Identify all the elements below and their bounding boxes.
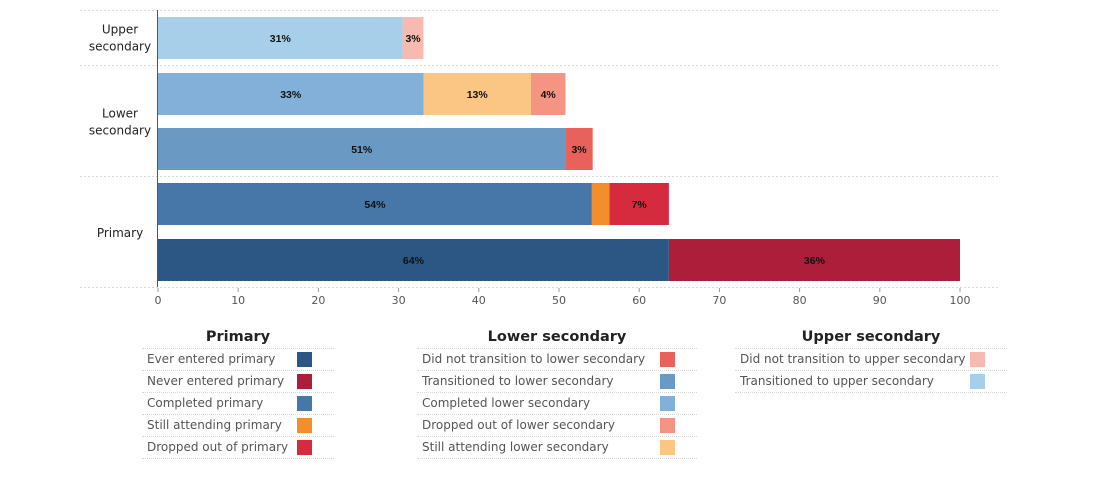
legend-items: Ever entered primary Never entered primar… xyxy=(142,348,334,459)
bar-segment xyxy=(402,17,424,59)
bar-segment xyxy=(423,73,531,115)
legend-item-label: Transitioned to upper secondary xyxy=(740,374,934,388)
bar-segment xyxy=(158,183,592,225)
legend-title: Lower secondary xyxy=(487,329,627,345)
x-tick-label: 10 xyxy=(231,294,245,307)
legend-item: Dropped out of lower secondary xyxy=(417,414,697,436)
legend-item: Still attending lower secondary xyxy=(417,436,697,458)
legend-item-label: Did not transition to upper secondary xyxy=(740,352,966,366)
data-label: 3% xyxy=(571,144,587,156)
x-tick-label: 80 xyxy=(793,294,807,307)
x-tick-label: 20 xyxy=(311,294,325,307)
legend-item-label: Completed primary xyxy=(147,396,264,410)
data-label: 13% xyxy=(467,89,489,101)
bar-segment xyxy=(565,128,593,170)
legend-items: Did not transition to upper secondary Tra… xyxy=(735,348,1007,393)
data-label: 64% xyxy=(403,255,425,267)
data-label: 36% xyxy=(804,255,826,267)
x-tick-label: 40 xyxy=(472,294,486,307)
data-label: 33% xyxy=(280,89,302,101)
legend-swatch xyxy=(660,440,675,455)
legend-item: Ever entered primary xyxy=(142,348,334,370)
legend-swatch xyxy=(660,352,675,367)
bar-segment xyxy=(609,183,669,225)
data-label: 4% xyxy=(541,89,557,101)
legend-swatch xyxy=(297,396,312,411)
legend-swatch xyxy=(297,374,312,389)
legend-swatch xyxy=(297,418,312,433)
bar-segment xyxy=(158,17,403,59)
data-label: 54% xyxy=(364,199,386,211)
data-label: 51% xyxy=(351,144,373,156)
legend-item: Dropped out of primary xyxy=(142,436,334,458)
category-label: Primary xyxy=(97,226,143,240)
legend-item: Never entered primary xyxy=(142,370,334,392)
category-label: Lower secondary xyxy=(89,107,151,138)
legend-items: Did not transition to lower secondary Tra… xyxy=(417,348,697,459)
legend-item: Did not transition to lower secondary xyxy=(417,348,697,370)
legend-item: Completed lower secondary xyxy=(417,392,697,414)
legend-swatch xyxy=(660,374,675,389)
legend-item-label: Did not transition to lower secondary xyxy=(422,352,646,366)
legend-upper-secondary: Upper secondary Did not transition to up… xyxy=(735,326,1007,393)
legend-swatch xyxy=(970,352,985,367)
bar-segment xyxy=(158,128,566,170)
x-tick-label: 0 xyxy=(155,294,162,307)
stacked-bar-chart: 31% 3% 33% 13% 4% 51% 3% 54% 7% 64% 36% 0 10 20 30 40 50… xyxy=(80,10,1000,307)
legend-swatch xyxy=(660,418,675,433)
legend-title: Upper secondary xyxy=(801,329,941,345)
legend-item-label: Never entered primary xyxy=(147,374,285,388)
x-tick-label: 30 xyxy=(392,294,406,307)
category-label: Upper secondary xyxy=(89,23,151,54)
bar-segment xyxy=(158,73,424,115)
data-label: 31% xyxy=(270,33,292,45)
bar-segment xyxy=(158,239,669,281)
x-tick-label: 70 xyxy=(712,294,726,307)
x-tick-label: 60 xyxy=(632,294,646,307)
legend-item: Transitioned to upper secondary xyxy=(735,370,1007,392)
legend-item-label: Dropped out of primary xyxy=(147,440,289,454)
legend-item-label: Dropped out of lower secondary xyxy=(422,418,615,432)
legend-swatch xyxy=(660,396,675,411)
legend-item: Transitioned to lower secondary xyxy=(417,370,697,392)
legend-item-label: Transitioned to lower secondary xyxy=(422,374,614,388)
bar-segment xyxy=(530,73,566,115)
legend-swatch xyxy=(970,374,985,389)
data-label: 7% xyxy=(632,199,648,211)
legend-primary: Primary Ever entered primary Never entere… xyxy=(142,326,334,459)
legend-swatch xyxy=(297,352,312,367)
legend-item-label: Ever entered primary xyxy=(147,352,276,366)
legend-lower-secondary: Lower secondary Did not transition to lo… xyxy=(417,326,697,459)
bar-segment xyxy=(668,239,960,281)
legend-item-label: Still attending primary xyxy=(147,418,282,432)
bar-segment xyxy=(591,183,610,225)
legend-item-label: Still attending lower secondary xyxy=(422,440,609,454)
legend-item: Completed primary xyxy=(142,392,334,414)
legend-item: Did not transition to upper secondary xyxy=(735,348,1007,370)
legend-swatch xyxy=(297,440,312,455)
legend-item-label: Completed lower secondary xyxy=(422,396,591,410)
x-tick-label: 100 xyxy=(950,294,971,307)
data-label: 3% xyxy=(405,33,421,45)
legend-title: Primary xyxy=(205,329,271,345)
x-tick-label: 50 xyxy=(552,294,566,307)
x-tick-label: 90 xyxy=(873,294,887,307)
legend-item: Still attending primary xyxy=(142,414,334,436)
